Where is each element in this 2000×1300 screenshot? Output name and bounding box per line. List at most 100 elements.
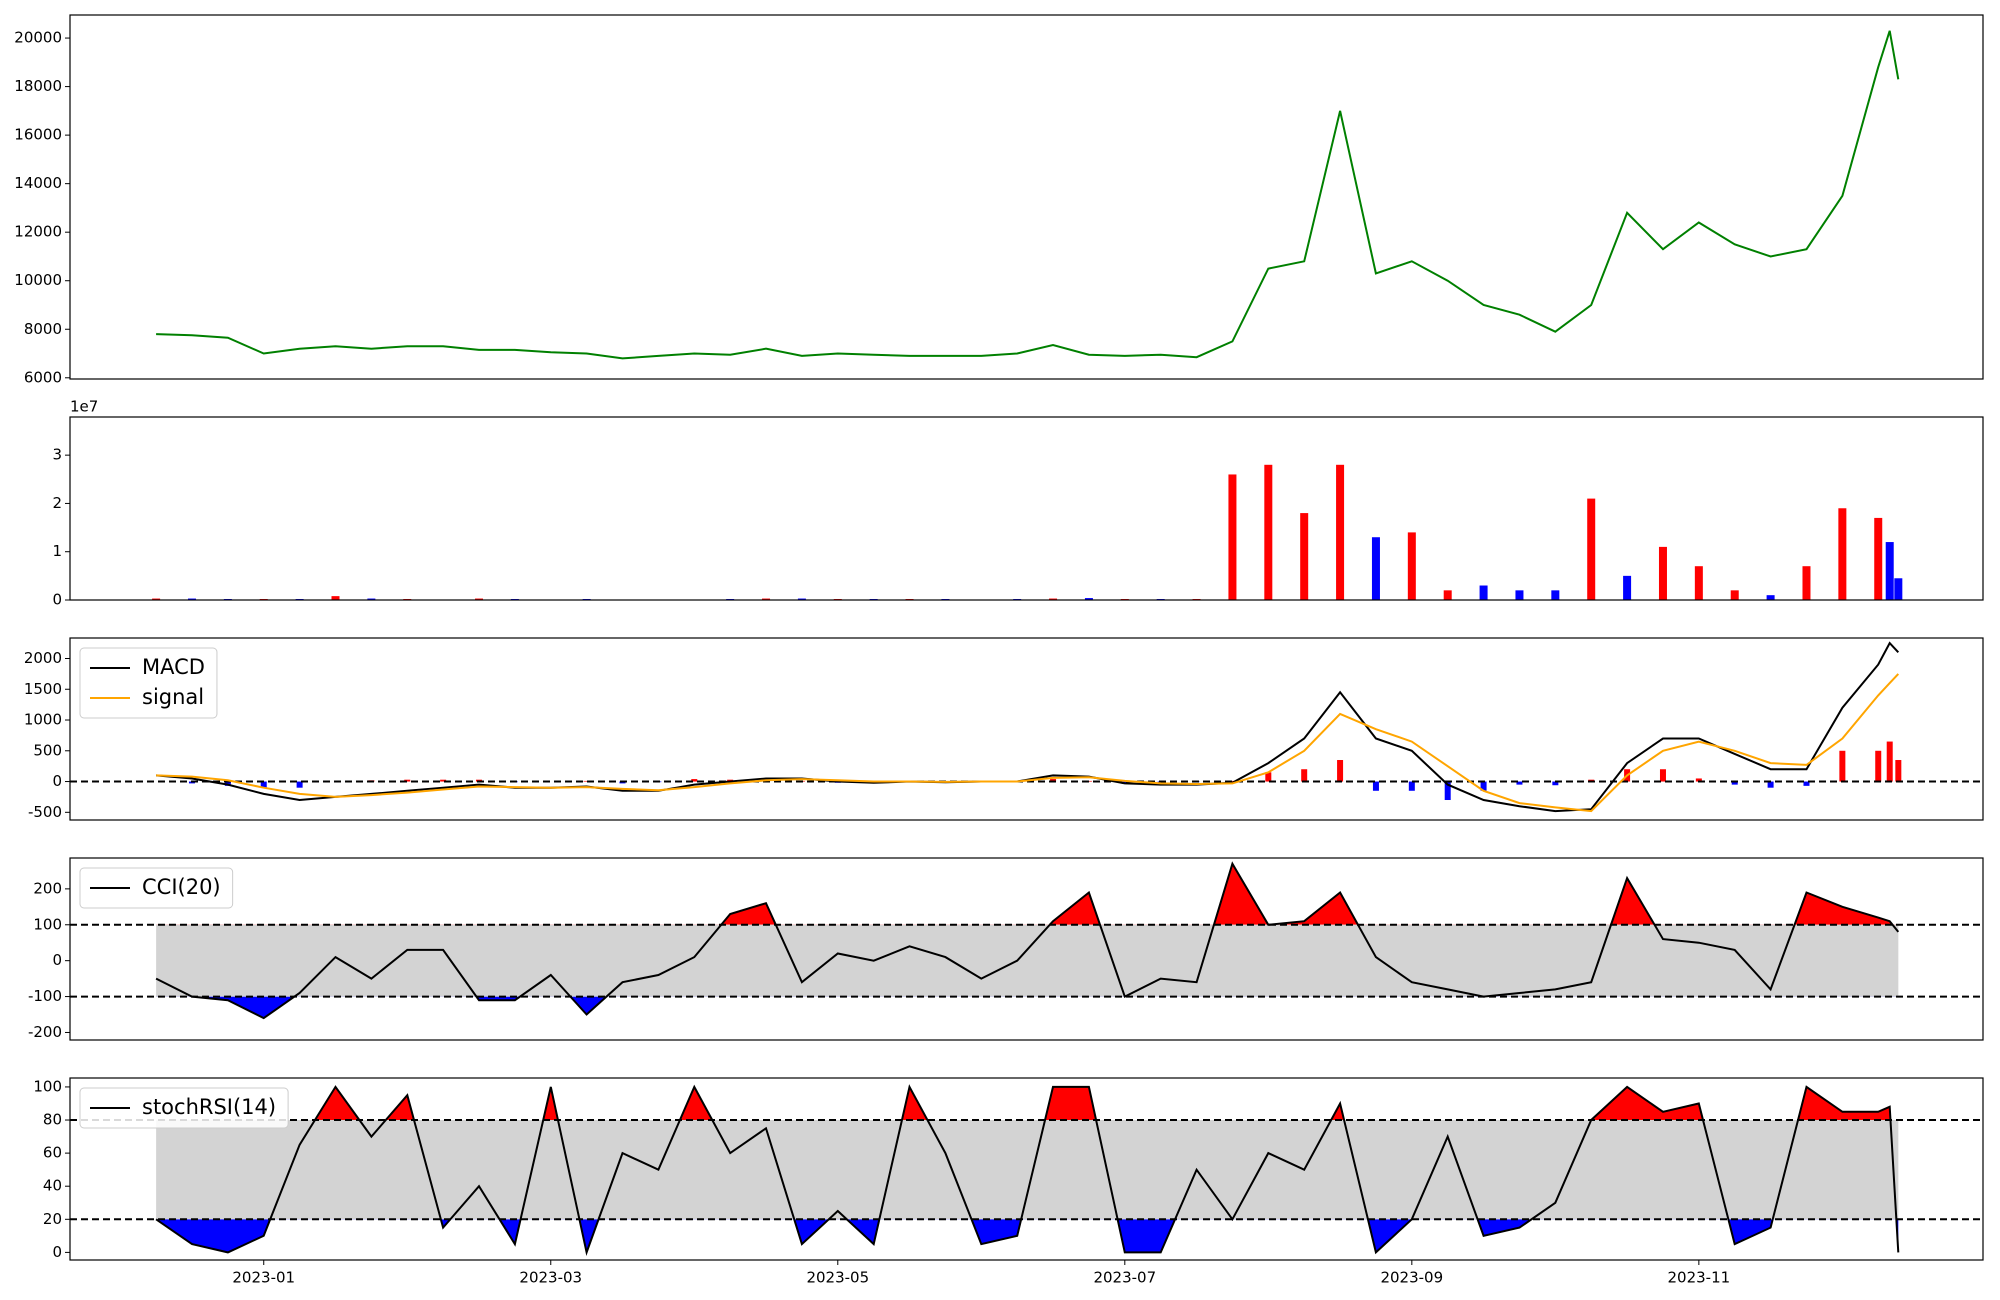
legend-box [79, 1087, 289, 1129]
x-tick-label: 2023-11 [1668, 1269, 1731, 1287]
histogram-bar [691, 779, 698, 782]
y-tick-label: 8000 [24, 320, 62, 338]
histogram-bar [1444, 781, 1451, 801]
y-tick-label: -100 [28, 987, 62, 1005]
histogram-bar [1229, 780, 1236, 782]
x-tick-label: 2023-05 [806, 1269, 869, 1287]
y-tick-label: 16000 [14, 126, 62, 144]
legend-label: CCI(20) [142, 875, 221, 899]
bar [475, 598, 484, 600]
histogram-bar [1886, 741, 1893, 782]
y-tick-label: 1 [52, 542, 62, 560]
y-tick-label: 14000 [14, 174, 62, 192]
series-line [156, 641, 1900, 813]
y-tick-label: 80 [43, 1111, 62, 1129]
bar [1479, 585, 1488, 600]
neutral-band [156, 1120, 1899, 1220]
y-tick-label: 500 [33, 741, 62, 759]
y-tick-label: 20000 [14, 29, 62, 47]
y-tick-label: 100 [33, 1077, 62, 1095]
bar [762, 598, 771, 600]
bar [1894, 578, 1903, 600]
bar [331, 596, 340, 600]
bar [1885, 542, 1894, 600]
panel: 0 20 40 60 80 100 2023-01 2023-03 2023-05 2023-07… [33, 1077, 1984, 1287]
axes-frame [69, 637, 1984, 821]
panel: 6000 8000 10000 12000 14000 16000 18000 20000 [14, 14, 1984, 386]
histogram-bar [1731, 781, 1738, 785]
bar [1658, 546, 1667, 600]
legend-label: MACD [142, 655, 205, 679]
histogram-bar [1265, 772, 1272, 782]
bar [1874, 517, 1883, 600]
y-tick-label: 10000 [14, 271, 62, 289]
legend-label: signal [142, 685, 204, 709]
series-line [156, 673, 1900, 813]
oversold-fill [156, 1219, 1899, 1253]
panel: -500 0 500 1000 1500 2000 MACD signal [24, 637, 1984, 821]
plot-area [70, 641, 1983, 813]
neutral-band [156, 924, 1899, 997]
y-tick-label: 3 [52, 446, 62, 464]
bar [1694, 566, 1703, 600]
y-tick-label: 6000 [24, 368, 62, 386]
bar [1802, 566, 1811, 600]
axis-offset-label: 1e7 [70, 398, 98, 416]
axes-frame [69, 14, 1984, 380]
y-tick-label: -200 [28, 1023, 62, 1041]
histogram-bar [1552, 781, 1559, 786]
series-line [156, 30, 1900, 360]
series-line [155, 861, 1900, 1020]
axes-frame [69, 416, 1984, 601]
legend: stochRSI(14) [79, 1087, 289, 1129]
y-tick-label: 20 [43, 1210, 62, 1228]
bar [1766, 595, 1775, 600]
bar [1587, 498, 1596, 600]
y-tick-label: 12000 [14, 223, 62, 241]
y-tick-label: 2000 [24, 649, 62, 667]
histogram-bar [1301, 769, 1308, 782]
legend-box [79, 647, 218, 719]
bar [1300, 513, 1309, 600]
x-tick-label: 2023-09 [1380, 1269, 1443, 1287]
histogram-bar [1839, 750, 1846, 782]
y-tick-label: 0 [52, 591, 62, 609]
histogram-bar [1480, 781, 1487, 791]
x-tick-label: 2023-03 [519, 1269, 582, 1287]
bar [1371, 537, 1380, 600]
bar [1336, 464, 1345, 600]
bar [1623, 575, 1632, 600]
y-tick-label: 40 [43, 1177, 62, 1195]
y-tick-label: 0 [52, 772, 62, 790]
legend: MACD signal [79, 647, 218, 719]
bar [1228, 474, 1237, 600]
legend: CCI(20) [79, 867, 234, 909]
bar [1551, 590, 1560, 600]
bar [1264, 464, 1273, 600]
histogram-bar [260, 781, 267, 788]
bar [367, 598, 376, 600]
y-tick-label: 200 [33, 879, 62, 897]
bar [1730, 590, 1739, 600]
y-tick-label: 1000 [24, 711, 62, 729]
histogram-bar [1895, 760, 1902, 782]
histogram-bar [1803, 781, 1810, 786]
y-tick-label: 1500 [24, 680, 62, 698]
histogram-bar [296, 781, 303, 788]
histogram-bar [1372, 781, 1379, 791]
bar [152, 598, 161, 600]
plot-area [70, 1084, 1983, 1257]
y-tick-label: 18000 [14, 77, 62, 95]
bar [1084, 598, 1093, 600]
histogram-bar [404, 779, 411, 782]
y-tick-label: 0 [52, 1243, 62, 1261]
bar [1407, 532, 1416, 600]
histogram-bar [1337, 760, 1344, 782]
bar [797, 598, 806, 600]
histogram-bar [1516, 781, 1523, 785]
panel: -200 -100 0 100 200 CCI(20) [28, 857, 1984, 1041]
legend-box [79, 867, 234, 909]
y-tick-label: 2 [52, 494, 62, 512]
bar [1443, 590, 1452, 600]
y-tick-label: 100 [33, 915, 62, 933]
